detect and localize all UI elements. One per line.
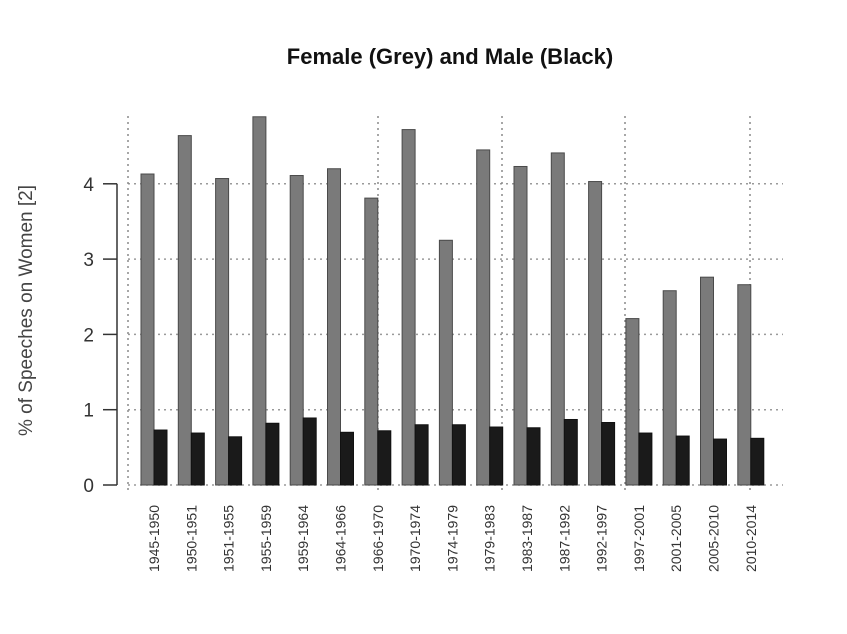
female-bar-1992-1997 [588, 181, 603, 486]
y-tick-label: 1 [83, 401, 94, 422]
chart-title: Female (Grey) and Male (Black) [286, 44, 614, 69]
male-bar-2010-2014 [750, 437, 765, 486]
female-bar-1983-1987 [513, 165, 528, 486]
x-tick-label: 1964-1966 [333, 505, 349, 572]
x-tick-label: 1955-1959 [258, 505, 274, 572]
female-bar-2010-2014 [737, 284, 752, 486]
x-axis-labels: 1945-1950 1950-1951 1951-1955 1955-1959 1959… [146, 505, 759, 572]
male-bar-1945-1950 [153, 429, 168, 486]
y-tick-label: 2 [83, 325, 94, 346]
x-tick-label: 1950-1951 [183, 505, 199, 572]
male-bar-1983-1987 [526, 427, 541, 486]
x-tick-label: 2001-2005 [668, 505, 684, 572]
male-bar-1974-1979 [451, 424, 466, 486]
female-bar-2005-2010 [700, 276, 714, 486]
x-tick-label: 1966-1970 [370, 505, 386, 572]
x-tick-label: 1997-2001 [631, 505, 647, 572]
x-tick-label: 2005-2010 [706, 505, 722, 572]
male-bar-1970-1974 [414, 424, 429, 486]
y-axis: 0 1 2 3 4 [83, 175, 118, 497]
y-tick-label: 4 [83, 175, 94, 196]
male-bar-1966-1970 [377, 430, 392, 486]
female-bar-1964-1966 [327, 168, 341, 486]
y-tick-label: 3 [83, 250, 94, 271]
x-tick-label: 2010-2014 [743, 505, 759, 572]
male-bar-1951-1955 [228, 436, 243, 486]
x-tick-label: 1951-1955 [221, 505, 237, 572]
y-tick-label: 0 [83, 476, 94, 497]
x-tick-label: 1970-1974 [407, 505, 423, 572]
female-bar-1997-2001 [625, 318, 640, 486]
male-bar-1997-2001 [638, 432, 653, 486]
x-tick-label: 1983-1987 [519, 505, 535, 572]
x-tick-label: 1974-1979 [444, 505, 460, 572]
male-bar-2001-2005 [675, 435, 690, 486]
female-bar-2001-2005 [662, 290, 677, 486]
male-bar-1979-1983 [489, 426, 504, 486]
x-tick-label: 1945-1950 [146, 505, 162, 572]
female-bar-1955-1959 [252, 116, 267, 486]
female-bar-1966-1970 [364, 197, 379, 486]
male-bar-1987-1992 [563, 418, 578, 486]
male-bar-1992-1997 [601, 422, 616, 486]
male-bar-1964-1966 [340, 431, 354, 486]
x-tick-label: 1959-1964 [295, 505, 311, 572]
female-bar-1945-1950 [140, 173, 155, 486]
female-bar-1950-1951 [177, 135, 192, 486]
female-bar-1979-1983 [476, 149, 491, 486]
male-bar-1955-1959 [265, 422, 280, 486]
male-bar-2005-2010 [713, 438, 727, 486]
female-bar-1974-1979 [438, 239, 453, 486]
x-tick-label: 1987-1992 [556, 505, 572, 572]
bars [140, 116, 765, 486]
female-bar-1970-1974 [401, 129, 416, 486]
female-bar-1951-1955 [215, 178, 230, 486]
male-bar-1950-1951 [190, 432, 205, 486]
x-tick-label: 1979-1983 [482, 505, 498, 572]
female-bar-1987-1992 [550, 152, 565, 486]
male-bar-1959-1964 [302, 417, 317, 486]
female-bar-1959-1964 [289, 175, 304, 486]
x-tick-label: 1992-1997 [594, 505, 610, 572]
